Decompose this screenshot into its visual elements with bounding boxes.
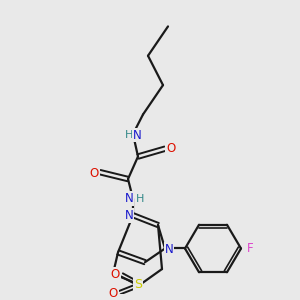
Text: S: S <box>134 278 142 291</box>
Text: O: O <box>89 167 99 180</box>
Text: N: N <box>124 209 134 222</box>
Text: F: F <box>247 242 253 255</box>
Text: N: N <box>165 243 173 256</box>
Text: O: O <box>108 287 118 300</box>
Text: H: H <box>136 194 144 204</box>
Text: H: H <box>125 130 133 140</box>
Text: N: N <box>133 128 141 142</box>
Text: N: N <box>124 192 134 205</box>
Text: O: O <box>167 142 176 155</box>
Text: O: O <box>110 268 120 281</box>
